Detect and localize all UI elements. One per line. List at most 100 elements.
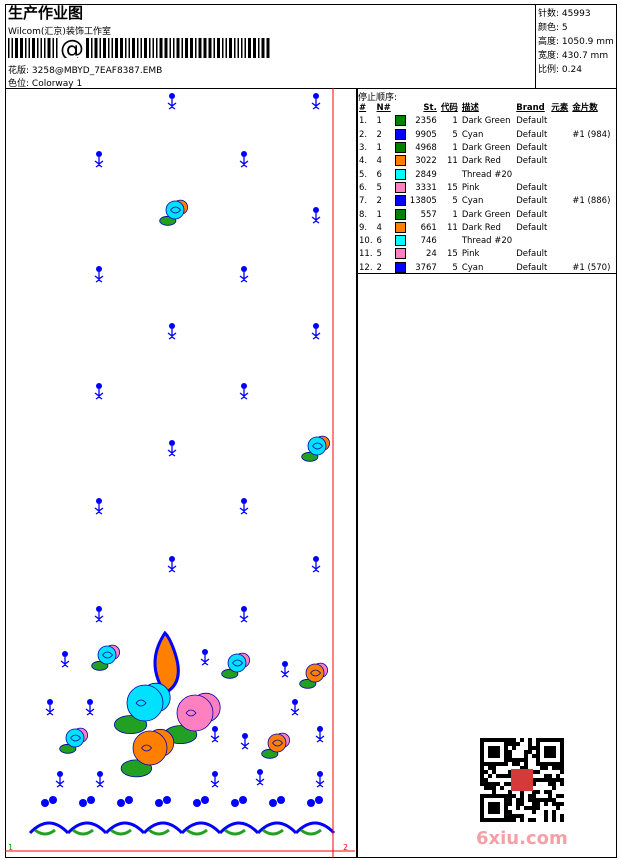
barcode-bar [40,38,42,58]
barcode-bar [208,38,212,58]
barcode-bar [248,38,251,58]
qr-module [484,782,488,786]
column-header: 描述 [461,103,479,114]
description: Cyan [461,129,484,140]
brand: Default [516,222,548,233]
element [549,115,570,128]
qr-module [504,774,508,778]
qr-module [556,802,560,806]
qr-module [548,754,552,758]
qr-module [504,754,508,758]
qr-module [492,766,496,770]
qr-module [496,762,500,766]
sequins [570,142,612,155]
qr-module [480,814,484,818]
color-swatch [394,248,406,260]
color-swatch [394,142,406,154]
blue-motif [167,556,177,573]
qr-module [520,798,524,802]
qr-module [560,750,564,754]
color-swatch [394,261,406,273]
table-row: 9. 4 661 11 Dark Red Default [357,221,612,235]
border-leaf [110,828,132,836]
blue-motif [239,498,249,515]
color-swatch [394,115,406,127]
color-swatch-cell [393,261,408,275]
color-swatch-cell [393,168,408,181]
stat-label: 针数: [538,9,560,19]
design-file: 花版: 3258@MBYD_7EAF8387.EMB [8,63,162,76]
qr-module [516,802,520,806]
element [549,222,570,235]
sequence-title: 停止顺序: [358,93,398,103]
needle: 5 [376,249,382,260]
qr-module [492,746,496,750]
qr-module [544,798,548,802]
blue-motif [239,606,249,623]
qr-module [516,742,520,746]
border-dot [277,796,285,804]
sequins [570,115,612,128]
border-dot [307,799,315,807]
divider [356,88,358,858]
blue-motif [167,323,177,340]
qr-module [520,802,524,806]
qr-module [532,798,536,802]
needle: 2 [376,262,382,273]
barcode-bar [195,38,197,58]
row-index: 9. [359,222,368,233]
qr-module [508,774,512,778]
rose-flower [159,199,188,226]
qr-module [492,790,496,794]
marker-1: 1 [8,843,13,852]
qr-module [528,818,532,822]
qr-module [492,810,496,814]
color-swatch-cell [393,128,408,142]
barcode-bar [203,38,207,58]
blue-motif [210,771,220,788]
qr-module [504,798,508,802]
qr-module [532,782,536,786]
qr-module [504,782,508,786]
table-row: 1. 1 2356 1 Dark Green Default [357,115,612,128]
table-row: 5. 6 2849 Thread #20 [357,168,612,181]
qr-module [532,754,536,758]
qr-module [496,746,500,750]
qr-module [552,754,556,758]
rose-flower [261,732,290,759]
qr-module [560,802,564,806]
border-leaf [262,828,284,836]
qr-module [556,774,560,778]
qr-module [508,754,512,758]
qr-module [524,758,528,762]
needle: 1 [376,116,382,127]
barcode-bar [115,38,118,58]
barcode-bar [86,38,89,58]
border-dot [231,799,239,807]
qr-module [504,750,508,754]
qr-module [508,794,512,798]
blue-motif [94,498,104,515]
qr-module [500,738,504,742]
table-row: 4. 4 3022 11 Dark Red Default [357,155,612,168]
qr-module [500,818,504,822]
qr-module [508,750,512,754]
company-name: Wilcom(汇京)装饰工作室 [8,27,111,37]
description: Thread #20 [461,236,513,247]
sequins [570,208,612,221]
qr-module [544,790,548,794]
qr-module [480,782,484,786]
rose-flower [164,692,221,744]
sequins [570,182,612,195]
qr-module [520,766,524,770]
barcode-bar [156,38,158,58]
barcode-bar [132,38,135,58]
qr-module [552,738,556,742]
border-leaf [186,828,208,836]
qr-module [492,786,496,790]
stat-value: 0.24 [561,65,582,75]
rose-flower [91,644,121,671]
barcode-bar [94,38,98,58]
qr-module [560,794,564,798]
qr-module [544,754,548,758]
